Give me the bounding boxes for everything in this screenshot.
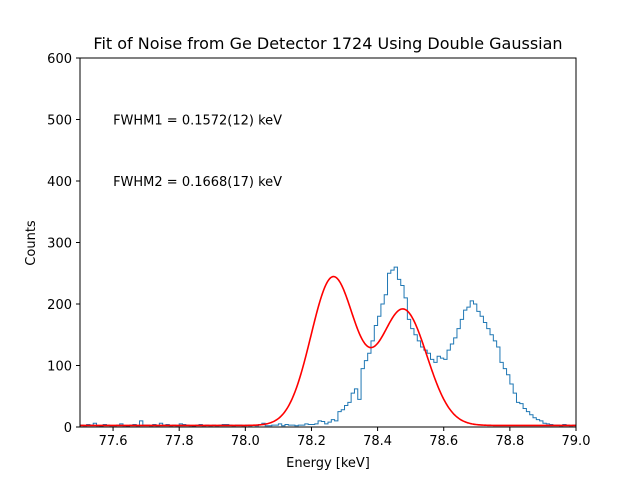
annotation-fwhm2: FWHM2 = 0.1668(17) keV [113,175,282,190]
y-tick-label: 100 [47,360,72,375]
x-tick-label: 79.0 [562,434,591,449]
x-tick-label: 78.2 [297,434,326,449]
fit-curve-series [80,275,576,427]
x-tick-label: 78.8 [495,434,524,449]
y-axis-label: Counts [24,220,39,266]
y-tick-label: 300 [47,237,72,252]
histogram-series [80,266,576,427]
x-tick-label: 78.4 [363,434,392,449]
y-tick-label: 500 [47,114,72,129]
x-tick-label: 78.6 [429,434,458,449]
x-tick-label: 77.8 [165,434,194,449]
y-tick-label: 600 [47,52,72,67]
x-tick-label: 77.6 [99,434,128,449]
chart-title: Fit of Noise from Ge Detector 1724 Using… [93,34,562,53]
plot-area: 77.6 77.8 78.0 78.2 78.4 78.6 78.8 79.0 0 100 200 3… [47,52,591,449]
annotation-fwhm1: FWHM1 = 0.1572(12) keV [113,114,282,129]
x-axis-label: Energy [keV] [286,456,370,471]
y-tick-label: 0 [64,421,72,436]
y-tick-label: 200 [47,298,72,313]
x-tick-label: 78.0 [231,434,260,449]
y-tick-label: 400 [47,175,72,190]
